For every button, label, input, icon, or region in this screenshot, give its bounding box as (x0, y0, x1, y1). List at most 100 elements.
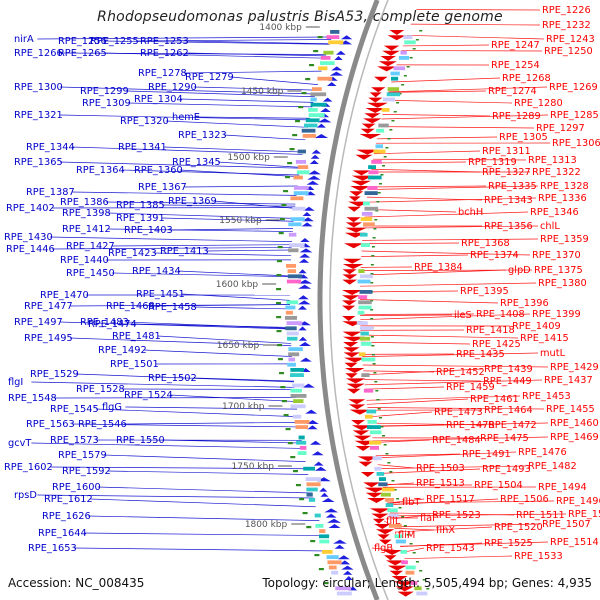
red-gene-arrow (342, 279, 358, 285)
gene-label-right: RPE_1460 (550, 418, 599, 429)
tick-dash-inner (409, 543, 413, 545)
red-gene-arrow (377, 66, 397, 72)
gene-label-left: RPE_1256 (58, 36, 107, 47)
cog-box-outer (336, 591, 352, 596)
red-gene-arrow (350, 186, 371, 191)
tick-dash (305, 78, 311, 81)
red-gene-arrow (382, 50, 400, 56)
leader-line-left (103, 40, 330, 45)
gene-label-left: RPE_1387 (26, 187, 75, 198)
blue-gene-arrow (334, 56, 343, 60)
leader-line-right (360, 334, 519, 339)
cog-box-outer (287, 336, 298, 341)
gene-label-right: RPE_1507 (542, 519, 591, 530)
red-gene-arrow (356, 149, 379, 155)
leader-line-left (127, 102, 313, 108)
gene-label-right: RPE_1437 (544, 375, 593, 386)
cog-box-outer (303, 123, 318, 128)
cog-box-outer (288, 232, 297, 237)
cog-box (378, 482, 388, 487)
ruler-tick-label: 1500 kbp (227, 153, 270, 163)
red-gene-arrow (372, 518, 385, 524)
tick-dash (289, 148, 295, 151)
cog-box-outer (293, 186, 309, 190)
cog-box (369, 440, 382, 445)
cog-box-outer (292, 206, 306, 211)
cog-box (363, 222, 375, 227)
tick-dash-inner (387, 138, 391, 140)
red-gene-arrow (395, 586, 414, 592)
tick-dash (277, 344, 283, 347)
leader-line-right (378, 465, 527, 469)
leader-line-right (367, 398, 469, 405)
red-gene-arrow (343, 258, 362, 264)
gene-label-right: RPE_1503 (416, 463, 465, 474)
leader-line-right (382, 114, 491, 117)
red-gene-arrow (374, 524, 391, 529)
leader-line-left (87, 515, 320, 521)
leader-line-right (360, 314, 453, 317)
blue-gene-arrow (322, 97, 333, 102)
cog-box (358, 352, 366, 357)
cog-box (386, 92, 401, 97)
red-gene-arrow (345, 227, 367, 233)
red-gene-arrow (352, 430, 370, 436)
cog-box (357, 279, 371, 284)
blue-gene-arrow (339, 560, 351, 565)
leader-line-right (361, 341, 471, 345)
blue-gene-arrow (329, 71, 344, 76)
gene-label-left: RPE_1304 (134, 94, 183, 105)
red-gene-arrow (345, 378, 366, 384)
gene-label-right: RPE_1375 (534, 265, 583, 276)
cog-box-outer (318, 534, 330, 539)
leader-line-right (393, 523, 541, 528)
leader-line-left (169, 227, 294, 231)
leader-line-left (59, 114, 310, 121)
tick-dash (279, 372, 285, 375)
cog-box (364, 206, 379, 211)
gene-label-right: glpD (508, 265, 531, 276)
leader-line-left (157, 335, 292, 344)
leader-line-left (59, 86, 316, 95)
leader-line-left (121, 388, 295, 390)
gene-label-right: RPE_1491 (462, 449, 511, 460)
gene-label-right: RPE_1306 (552, 138, 600, 149)
gene-label-left: RPE_1255 (90, 36, 139, 47)
blue-gene-arrow (298, 284, 312, 289)
tick-dash (285, 428, 291, 431)
blue-gene-arrow (320, 492, 329, 497)
leader-line-right (360, 313, 531, 321)
leader-line-right (364, 379, 543, 386)
gene-label-right: RPE_1399 (532, 309, 581, 320)
gene-label-right: flbT (402, 497, 421, 508)
cog-box-outer (318, 66, 328, 71)
leader-line-left (73, 547, 329, 552)
red-gene-arrow (345, 373, 358, 379)
leader-line-left (107, 470, 309, 475)
leader-line-left (75, 373, 294, 383)
red-gene-arrow (393, 581, 416, 587)
red-gene-arrow (360, 128, 375, 134)
blue-gene-arrow (302, 217, 314, 222)
cog-box (387, 87, 400, 91)
leader-line-left (59, 161, 301, 169)
blue-gene-arrow (311, 149, 322, 154)
tick-dash (277, 358, 283, 361)
red-gene-arrow (346, 383, 365, 389)
cog-box-outer (306, 492, 313, 497)
cog-box (358, 295, 368, 299)
cog-box-outer (322, 550, 333, 554)
leader-line-left (165, 120, 308, 128)
cog-box (400, 550, 408, 554)
gene-label-left: RPE_1446 (6, 244, 55, 255)
blue-gene-arrow (299, 342, 311, 346)
gene-label-right: RPE_1500 (568, 509, 600, 520)
leader-line-left (71, 146, 303, 155)
leader-line-left (103, 52, 326, 59)
red-gene-arrow (363, 118, 382, 124)
gene-label-left: RPE_1495 (24, 333, 73, 344)
leader-line-right (386, 99, 513, 104)
red-gene-arrow (346, 388, 361, 394)
blue-gene-arrow (306, 420, 319, 424)
red-gene-arrow (342, 336, 365, 342)
